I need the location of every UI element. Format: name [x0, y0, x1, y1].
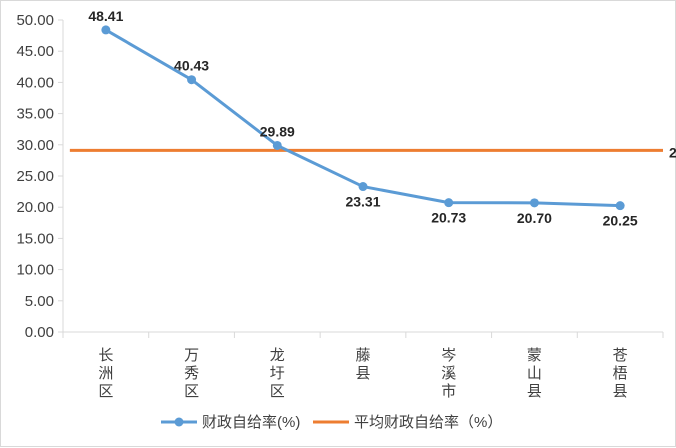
x-category-label: 万秀区 [184, 347, 199, 400]
data-label: 48.41 [88, 8, 123, 24]
data-point [358, 182, 368, 192]
x-category-label: 蒙山县 [527, 347, 542, 400]
data-label: 29.89 [260, 123, 295, 139]
average-data-label: 29.10 [669, 144, 676, 160]
y-tick-label: 5.00 [25, 293, 54, 310]
x-category-label: 苍梧县 [613, 347, 628, 400]
y-tick-label: 0.00 [25, 324, 54, 341]
y-tick-label: 35.00 [16, 106, 54, 123]
legend-swatch-marker [174, 417, 184, 427]
y-tick-label: 30.00 [16, 137, 54, 154]
axes: 0.00 5.00 10.00 15.00 20.00 25.00 30.00 35.00 40… [16, 12, 664, 400]
x-category-label: 龙圩区 [270, 347, 285, 400]
data-point [529, 198, 539, 208]
data-label: 20.70 [517, 210, 552, 226]
y-tick-label: 25.00 [16, 168, 54, 185]
y-tick-label: 15.00 [16, 230, 54, 247]
legend-label: 财政自给率(%) [202, 414, 300, 431]
data-point [187, 75, 197, 85]
data-labels: 48.41 40.43 29.89 23.31 20.73 20.70 20.25 29.10 [88, 8, 676, 229]
data-label: 40.43 [174, 58, 209, 74]
x-category-label: 藤县 [355, 347, 370, 382]
data-label: 23.31 [345, 194, 380, 210]
y-tick-label: 50.00 [16, 12, 54, 29]
legend-label: 平均财政自给率（%） [354, 414, 502, 431]
y-tick-label: 20.00 [16, 199, 54, 216]
series-layer [69, 25, 663, 211]
x-category-label: 长洲区 [98, 347, 113, 400]
data-label: 20.73 [431, 210, 466, 226]
y-tick-label: 10.00 [16, 262, 54, 279]
fiscal-rate-line [105, 28, 621, 208]
data-point [272, 140, 282, 150]
y-tick-label: 45.00 [16, 43, 54, 60]
legend: 财政自给率(%) 平均财政自给率（%） [161, 414, 502, 431]
x-category-label: 岑溪市 [441, 347, 456, 400]
y-tick-label: 40.00 [16, 74, 54, 91]
data-point [615, 201, 625, 211]
data-label: 20.25 [603, 213, 638, 229]
data-point [444, 198, 454, 208]
data-point [101, 25, 111, 35]
